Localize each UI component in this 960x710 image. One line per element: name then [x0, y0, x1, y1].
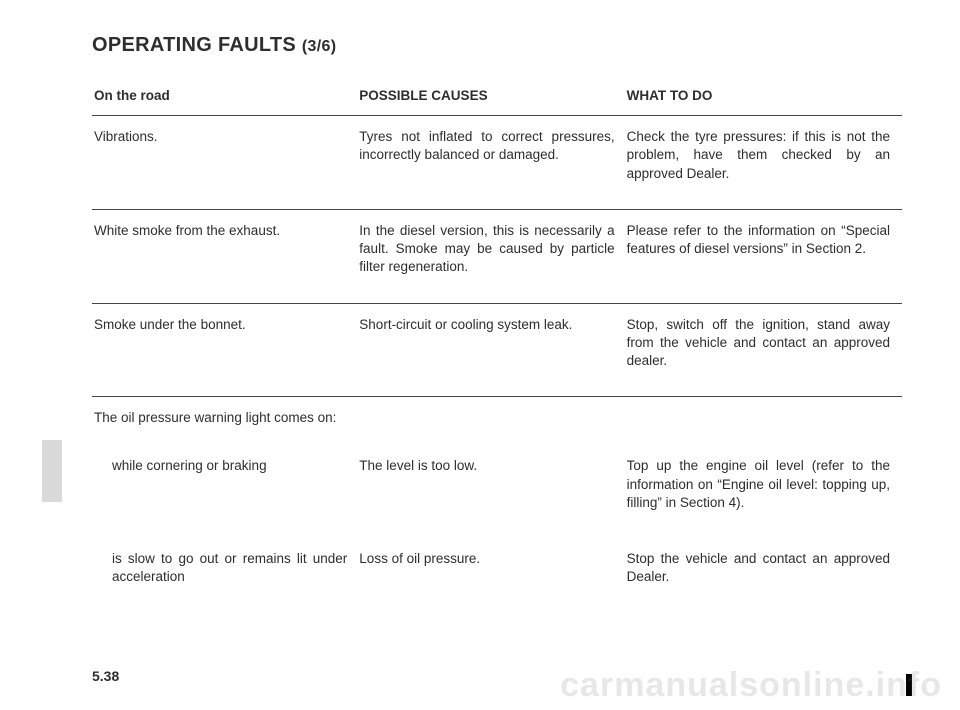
- fault-cause: Tyres not inflated to correct pressures,…: [359, 116, 626, 210]
- fault-action: Please refer to the information on “Spec…: [627, 209, 902, 303]
- fault-cause: The level is too low.: [359, 445, 626, 538]
- fault-symptom: The oil pressure warning light comes on:: [92, 397, 359, 446]
- fault-symptom: Vibrations.: [92, 116, 359, 210]
- fault-action: [627, 397, 902, 446]
- fault-symptom: White smoke from the exhaust.: [92, 209, 359, 303]
- fault-symptom-sub: while cornering or braking: [92, 445, 359, 538]
- col-header-action: WHAT TO DO: [627, 77, 902, 116]
- table-row: White smoke from the exhaust. In the die…: [92, 209, 902, 303]
- fault-cause: Loss of oil pressure.: [359, 538, 626, 612]
- manual-page: OPERATING FAULTS (3/6) On the road POSSI…: [0, 0, 960, 710]
- table-row: Vibrations. Tyres not inflated to correc…: [92, 116, 902, 210]
- fault-action: Stop, switch off the ignition, stand awa…: [627, 303, 902, 397]
- fault-action: Top up the engine oil level (refer to th…: [627, 445, 902, 538]
- fault-action: Check the tyre pressures: if this is not…: [627, 116, 902, 210]
- table-row: The oil pressure warning light comes on:: [92, 397, 902, 446]
- fault-cause: In the diesel version, this is necessari…: [359, 209, 626, 303]
- faults-table: On the road POSSIBLE CAUSES WHAT TO DO V…: [92, 77, 902, 613]
- table-header-row: On the road POSSIBLE CAUSES WHAT TO DO: [92, 77, 902, 116]
- fault-symptom: Smoke under the bonnet.: [92, 303, 359, 397]
- table-row: is slow to go out or remains lit under a…: [92, 538, 902, 612]
- fault-cause: Short-circuit or cooling system leak.: [359, 303, 626, 397]
- page-number: 5.38: [92, 668, 119, 684]
- title-page-indicator: (3/6): [302, 38, 336, 55]
- fault-action: Stop the vehicle and contact an approved…: [627, 538, 902, 612]
- col-header-on-the-road: On the road: [92, 77, 359, 116]
- page-title: OPERATING FAULTS (3/6): [92, 34, 902, 57]
- title-main: OPERATING FAULTS: [92, 34, 296, 56]
- fault-symptom-sub: is slow to go out or remains lit under a…: [92, 538, 359, 612]
- table-row: Smoke under the bonnet. Short-circuit or…: [92, 303, 902, 397]
- col-header-causes: POSSIBLE CAUSES: [359, 77, 626, 116]
- fault-cause: [359, 397, 626, 446]
- table-row: while cornering or braking The level is …: [92, 445, 902, 538]
- section-tab: [42, 440, 62, 502]
- watermark-text: carmanualsonline.info: [560, 668, 942, 702]
